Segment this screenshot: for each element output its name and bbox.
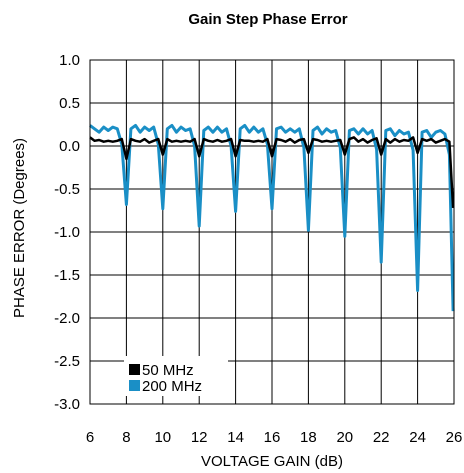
legend-swatch-50mhz (129, 364, 140, 375)
x-tick-label: 10 (154, 429, 171, 446)
y-tick-label: -3.0 (54, 396, 80, 413)
x-tick-label: 20 (336, 429, 353, 446)
x-axis-title: VOLTAGE GAIN (dB) (201, 453, 343, 470)
x-tick-label: 22 (373, 429, 390, 446)
x-tick-label: 14 (227, 429, 244, 446)
y-tick-label: 0.0 (59, 138, 80, 155)
legend-label-50mhz: 50 MHz (142, 362, 194, 379)
plot-frame (89, 59, 455, 405)
y-tick-label: -2.5 (54, 353, 80, 370)
x-tick-label: 8 (122, 429, 130, 446)
grid (89, 59, 455, 405)
tick-labels: 6 8 10 12 14 16 18 20 22 24 26 1.0 0.5 0.0 -0.5 -1.0 -1.… (54, 52, 462, 446)
y-axis-title: PHASE ERROR (Degrees) (11, 138, 28, 318)
x-tick-label: 16 (264, 429, 281, 446)
y-tick-label: 0.5 (59, 95, 80, 112)
legend-label-200mhz: 200 MHz (142, 378, 202, 395)
legend: 50 MHz 200 MHz (124, 356, 228, 396)
y-tick-label: -1.5 (54, 267, 80, 284)
x-tick-label: 24 (409, 429, 426, 446)
legend-box (124, 356, 228, 396)
chart-title: Gain Step Phase Error (188, 11, 347, 28)
y-tick-label: 1.0 (59, 52, 80, 69)
x-tick-label: 6 (86, 429, 94, 446)
series-line-50mhz (89, 136, 455, 208)
x-tick-label: 26 (446, 429, 463, 446)
y-tick-label: -0.5 (54, 181, 80, 198)
x-tick-label: 12 (191, 429, 208, 446)
series-lines (89, 123, 455, 312)
series-line-200mhz (89, 123, 455, 312)
y-tick-label: -1.0 (54, 224, 80, 241)
x-tick-label: 18 (300, 429, 317, 446)
legend-swatch-200mhz (129, 380, 140, 391)
y-tick-label: -2.0 (54, 310, 80, 327)
